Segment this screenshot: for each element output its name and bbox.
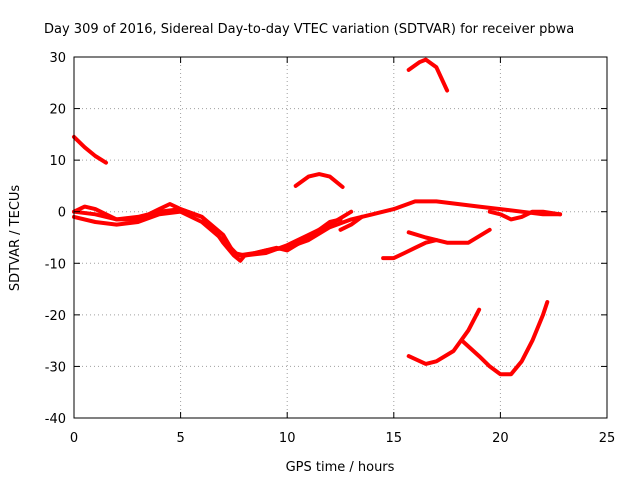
x-tick-label: 0 [70,431,78,446]
series-arc-7 [338,214,364,232]
y-tick-label: -20 [45,309,66,324]
series-arc-1 [72,134,108,165]
series-arc-4 [72,207,354,258]
series-arc-3 [72,209,343,258]
series-arc-12 [487,209,563,222]
y-tick-label: -30 [45,360,66,375]
y-tick-label: 20 [49,103,66,118]
y-tick-label: 30 [49,51,66,66]
plot-frame [73,56,608,419]
chart-title: Day 309 of 2016, Sidereal Day-to-day VTE… [44,22,574,37]
x-tick-label: 10 [279,431,296,446]
y-axis-label: SDTVAR / TECUs [8,185,23,292]
series-arc-6 [406,57,450,93]
grid [74,57,607,418]
series-arc-8 [381,238,439,261]
y-tick-label: 0 [58,206,66,221]
series-arc-5 [293,172,345,189]
series-arc-11 [460,300,550,377]
x-tick-label: 20 [492,431,509,446]
series-arc-9 [406,227,492,245]
series-arc-10 [406,307,482,366]
y-tick-label: 10 [49,154,66,169]
y-tick-label: -40 [45,412,66,427]
x-axis-label: GPS time / hours [286,460,395,475]
x-tick-label: 5 [176,431,184,446]
axis-ticks: 0 5 10 15 20 25 -40 -30 -20 -10 0 10 20 30 [45,51,616,446]
data-series [72,57,563,377]
y-tick-label: -10 [45,257,66,272]
x-tick-label: 25 [599,431,616,446]
x-tick-label: 15 [386,431,403,446]
